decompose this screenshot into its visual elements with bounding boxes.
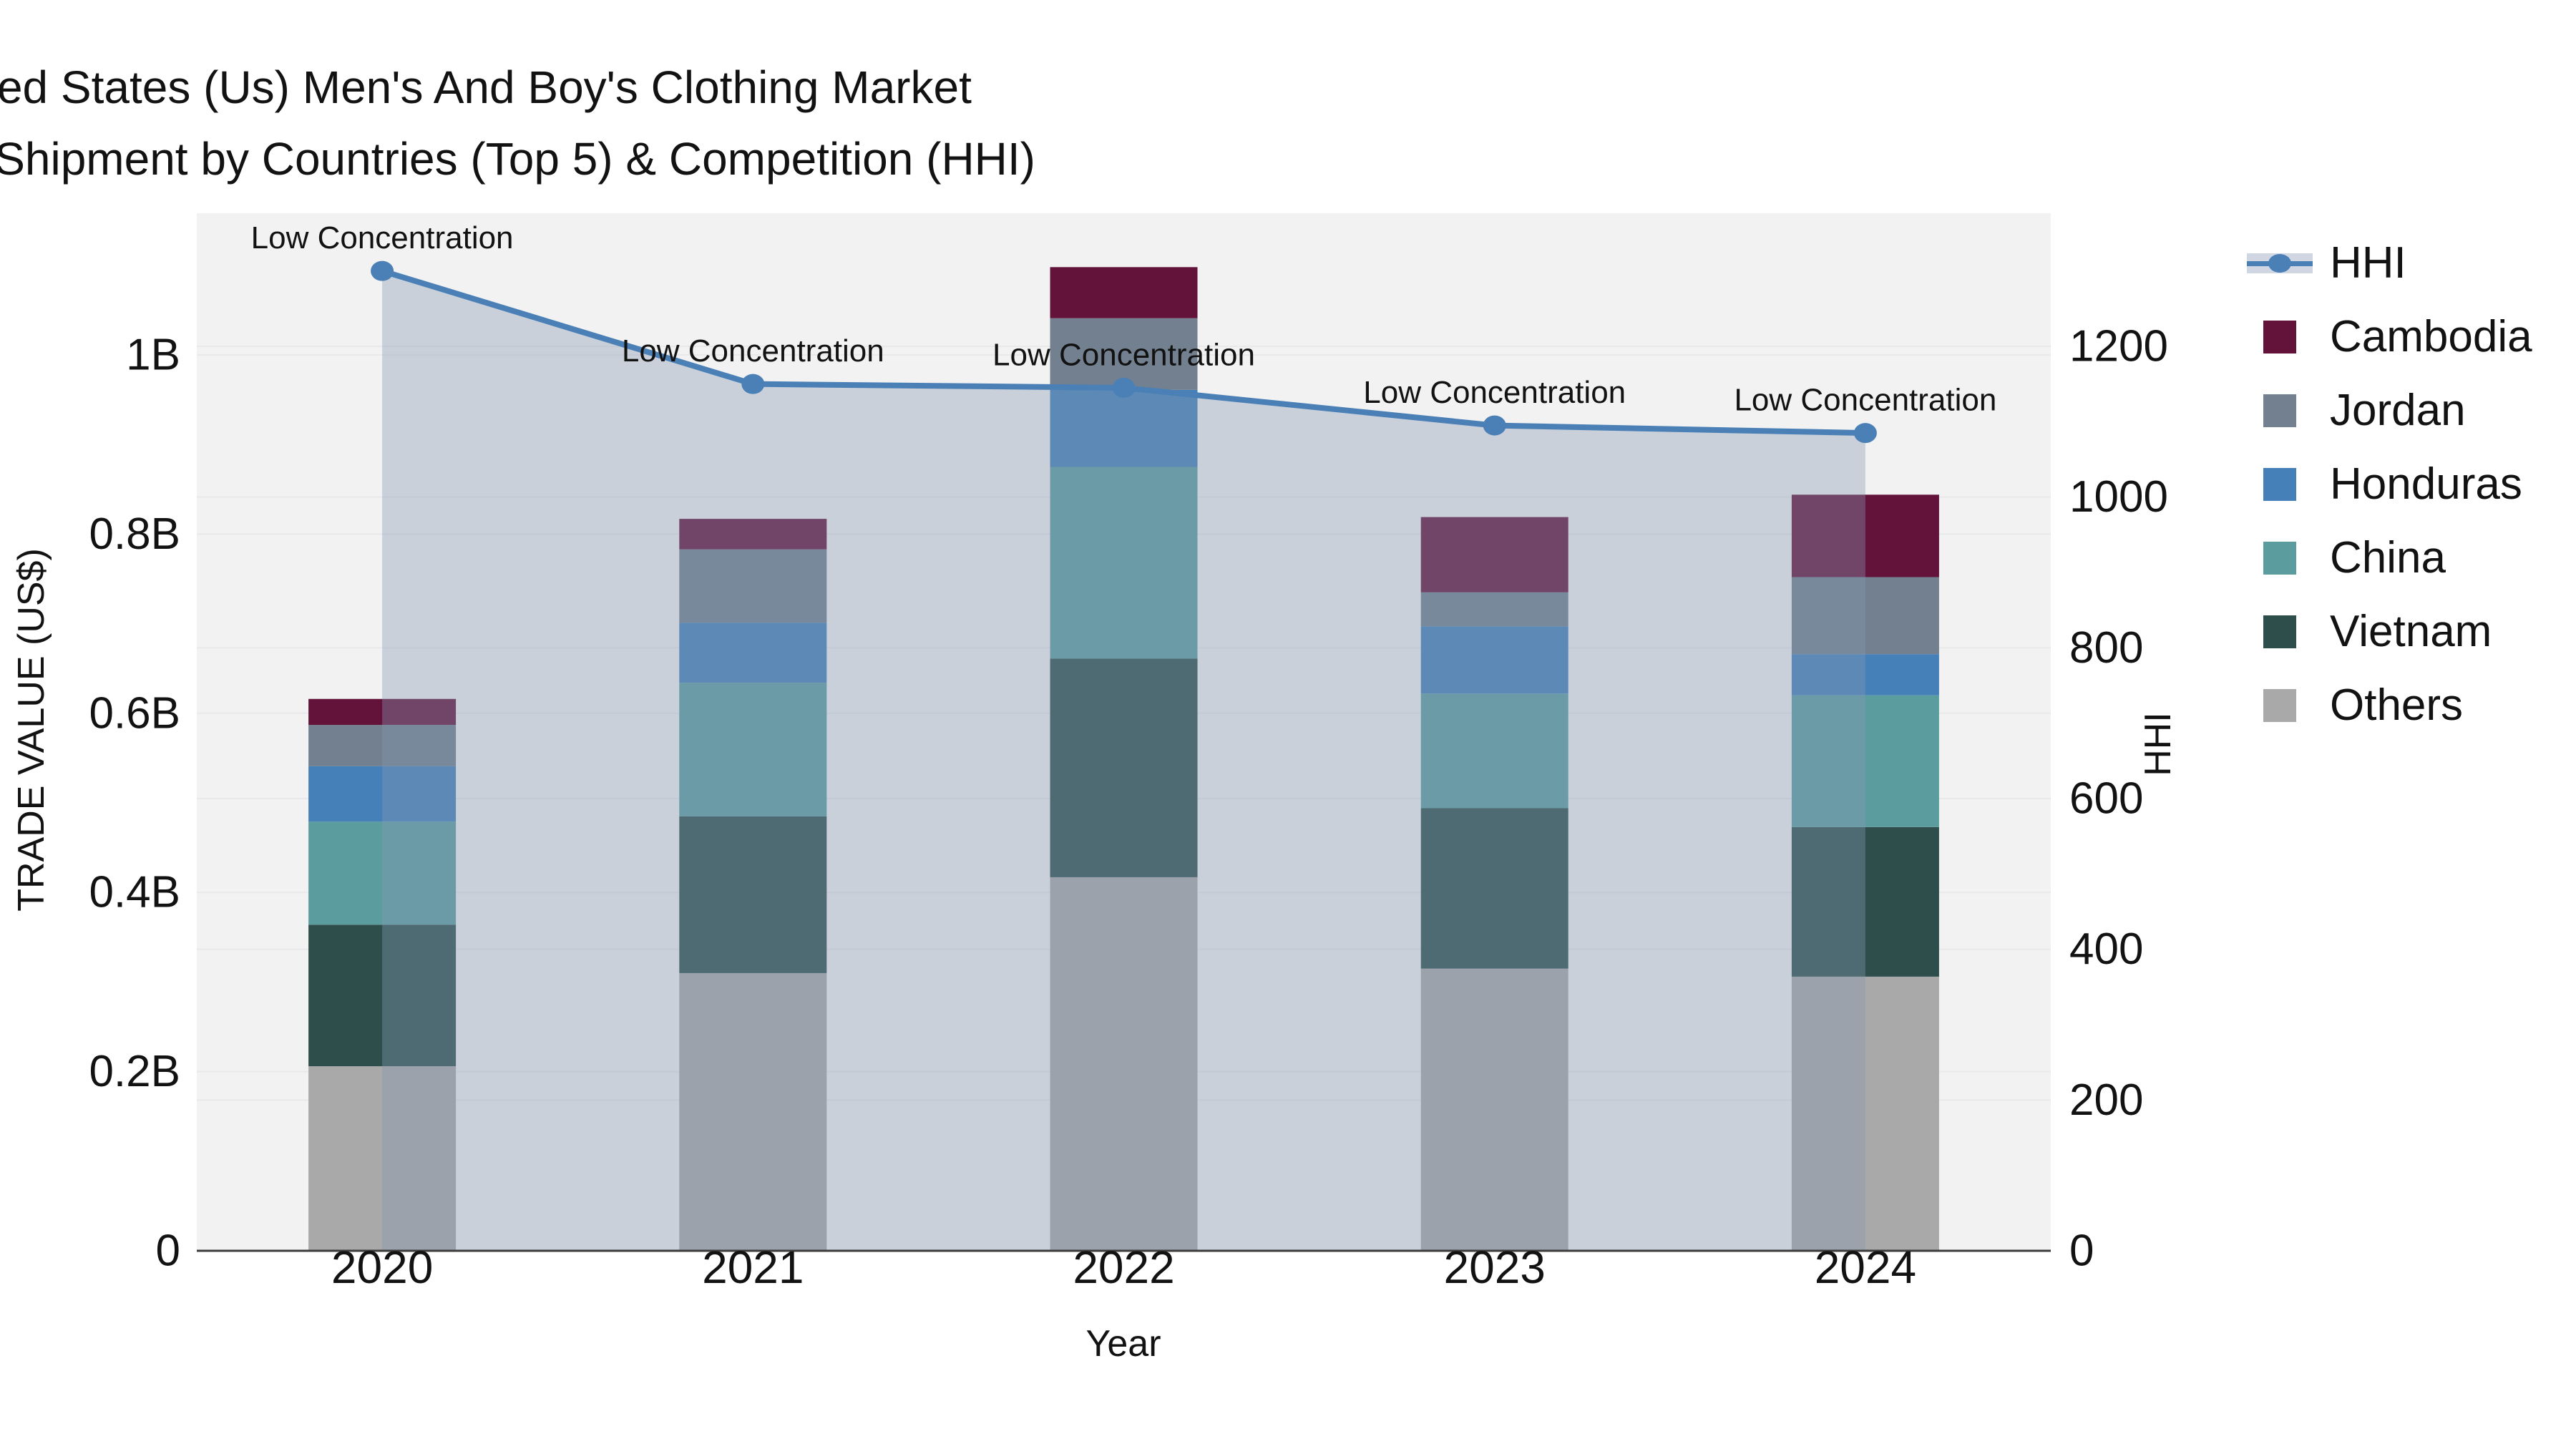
hhi-area-fill bbox=[382, 270, 1865, 1252]
bar-segment-china-2023[interactable] bbox=[1420, 693, 1568, 809]
bar-segment-cambodia-2021[interactable] bbox=[679, 519, 827, 550]
legend-item-jordan[interactable]: Jordan bbox=[2247, 374, 2532, 447]
legend-item-cambodia[interactable]: Cambodia bbox=[2247, 300, 2532, 374]
annotation-2021: Low Concentration bbox=[622, 333, 884, 369]
bar-segment-others-2023[interactable] bbox=[1420, 968, 1568, 1251]
bar-segment-vietnam-2020[interactable] bbox=[308, 924, 457, 1067]
hhi-marker-2020[interactable] bbox=[371, 260, 394, 281]
bar-segment-honduras-2022[interactable] bbox=[1050, 389, 1198, 467]
x-axis-tick-label-2021: 2021 bbox=[702, 1241, 804, 1293]
bar-segment-honduras-2020[interactable] bbox=[308, 766, 457, 822]
left-axis-tick-label: 0.2B bbox=[89, 1047, 180, 1096]
hhi-line-swatch-icon bbox=[2247, 247, 2313, 280]
legend-item-hhi[interactable]: HHI bbox=[2247, 226, 2532, 300]
left-axis-tick-label: 1B bbox=[126, 331, 180, 380]
left-axis-tick-label: 0.6B bbox=[89, 688, 180, 738]
bar-segment-others-2020[interactable] bbox=[308, 1066, 457, 1251]
legend-label: Cambodia bbox=[2330, 312, 2532, 361]
x-axis-tick-label-2020: 2020 bbox=[331, 1241, 433, 1293]
x-axis-tick-label-2024: 2024 bbox=[1815, 1241, 1916, 1293]
chart-title: United States (Us) Men's And Boy's Cloth… bbox=[0, 52, 1302, 195]
bar-segment-others-2021[interactable] bbox=[679, 972, 827, 1251]
bar-segment-honduras-2023[interactable] bbox=[1420, 626, 1568, 694]
right-axis-tick-label: 600 bbox=[2069, 774, 2143, 824]
honduras-swatch-icon bbox=[2263, 467, 2296, 501]
right-axis-title: HHI bbox=[2137, 712, 2179, 776]
legend-label: Honduras bbox=[2330, 459, 2522, 509]
bar-segment-vietnam-2024[interactable] bbox=[1791, 826, 1939, 977]
right-axis-tick-label: 1000 bbox=[2069, 472, 2168, 522]
legend-label: HHI bbox=[2330, 238, 2406, 288]
chart-title-line-2: Import Shipment by Countries (Top 5) & C… bbox=[0, 133, 1035, 185]
legend-label: China bbox=[2330, 533, 2446, 582]
right-axis-tick-label: 200 bbox=[2069, 1075, 2143, 1125]
left-axis-tick-label: 0.4B bbox=[89, 868, 180, 917]
bar-segment-honduras-2024[interactable] bbox=[1791, 654, 1939, 696]
bar-segment-china-2024[interactable] bbox=[1791, 695, 1939, 827]
legend-item-china[interactable]: China bbox=[2247, 521, 2532, 595]
bar-segment-cambodia-2023[interactable] bbox=[1420, 517, 1568, 592]
bar-segment-honduras-2021[interactable] bbox=[679, 623, 827, 683]
chart-title-line-1: United States (Us) Men's And Boy's Cloth… bbox=[0, 62, 972, 113]
bar-segment-jordan-2024[interactable] bbox=[1791, 577, 1939, 655]
annotation-2022: Low Concentration bbox=[992, 337, 1255, 372]
legend-label: Vietnam bbox=[2330, 607, 2492, 656]
left-axis-title: TRADE VALUE (US$) bbox=[11, 548, 52, 912]
hhi-marker-2023[interactable] bbox=[1483, 415, 1506, 436]
hhi-marker-2022[interactable] bbox=[1112, 377, 1136, 398]
bar-segment-jordan-2021[interactable] bbox=[679, 549, 827, 623]
left-axis-tick-label: 0 bbox=[156, 1226, 180, 1276]
legend-item-others[interactable]: Others bbox=[2247, 668, 2532, 742]
annotation-2023: Low Concentration bbox=[1363, 375, 1626, 410]
bar-segment-china-2021[interactable] bbox=[679, 683, 827, 816]
bar-segment-jordan-2020[interactable] bbox=[308, 725, 457, 766]
bar-segment-vietnam-2022[interactable] bbox=[1050, 658, 1198, 877]
bar-segment-vietnam-2021[interactable] bbox=[679, 816, 827, 973]
x-axis-tick-label-2022: 2022 bbox=[1073, 1241, 1174, 1293]
china-swatch-icon bbox=[2263, 541, 2296, 575]
cambodia-swatch-icon bbox=[2263, 320, 2296, 353]
hhi-marker-2021[interactable] bbox=[741, 374, 765, 394]
bar-segment-cambodia-2020[interactable] bbox=[308, 698, 457, 726]
annotation-2020: Low Concentration bbox=[251, 220, 514, 255]
legend-label: Others bbox=[2330, 680, 2464, 730]
left-axis-tick-label: 0.8B bbox=[89, 509, 180, 559]
right-axis-tick-label: 800 bbox=[2069, 623, 2143, 673]
legend-item-vietnam[interactable]: Vietnam bbox=[2247, 595, 2532, 668]
legend-item-honduras[interactable]: Honduras bbox=[2247, 447, 2532, 521]
bar-segment-jordan-2023[interactable] bbox=[1420, 592, 1568, 627]
bar-segment-others-2024[interactable] bbox=[1791, 976, 1939, 1251]
bar-segment-cambodia-2022[interactable] bbox=[1050, 267, 1198, 318]
hhi-marker-dot-icon bbox=[2268, 253, 2291, 273]
right-axis-tick-label: 0 bbox=[2069, 1226, 2094, 1276]
legend: HHI Cambodia Jordan Honduras China Vietn… bbox=[2247, 226, 2532, 742]
bar-segment-china-2022[interactable] bbox=[1050, 467, 1198, 659]
bar-segment-china-2020[interactable] bbox=[308, 821, 457, 925]
legend-label: Jordan bbox=[2330, 386, 2466, 435]
others-swatch-icon bbox=[2263, 688, 2296, 722]
vietnam-swatch-icon bbox=[2263, 615, 2296, 648]
bar-segment-others-2022[interactable] bbox=[1050, 877, 1198, 1251]
x-axis-title: Year bbox=[1085, 1323, 1161, 1365]
bar-segment-vietnam-2023[interactable] bbox=[1420, 808, 1568, 969]
right-axis-tick-label: 400 bbox=[2069, 924, 2143, 974]
x-axis-tick-label-2023: 2023 bbox=[1444, 1241, 1546, 1293]
bar-segment-cambodia-2024[interactable] bbox=[1791, 494, 1939, 577]
hhi-marker-2024[interactable] bbox=[1853, 423, 1877, 444]
jordan-swatch-icon bbox=[2263, 394, 2296, 427]
right-axis-tick-label: 1200 bbox=[2069, 322, 2168, 371]
annotation-2024: Low Concentration bbox=[1734, 383, 1996, 418]
